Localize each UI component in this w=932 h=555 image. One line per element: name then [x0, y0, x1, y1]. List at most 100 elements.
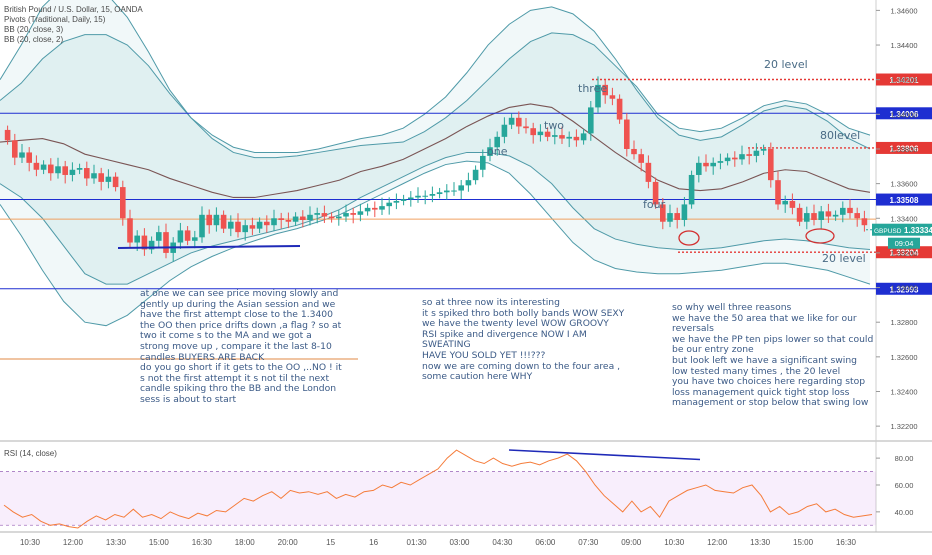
- candle-body-110: [796, 207, 803, 222]
- bb2-upper-line: [0, 32, 871, 159]
- candle-body-85: [616, 98, 623, 120]
- indicator-bb2: BB (20, close, 2): [4, 35, 64, 44]
- candle-body-22: [163, 232, 169, 253]
- price-tick-label-5: 1.33600: [890, 180, 917, 189]
- candle-body-5: [40, 164, 47, 170]
- candle-body-46: [336, 216, 342, 219]
- candle-body-88: [638, 154, 644, 163]
- level-tag-label-3: 1.33508: [890, 196, 919, 205]
- candle-body-35: [256, 221, 263, 229]
- note-line: low tested many times , the 20 level: [672, 365, 841, 377]
- candle-body-9: [69, 169, 76, 175]
- support-segment: [117, 245, 301, 249]
- candle-body-29: [213, 214, 220, 226]
- level-tag-label-0: 1.34201: [890, 76, 919, 85]
- level-tag-2: [876, 141, 932, 154]
- rsi-line: [3, 449, 873, 529]
- candle-body-87: [631, 148, 637, 155]
- candle-body-71: [516, 117, 522, 127]
- level-tag-label-1: 1.34006: [890, 110, 919, 119]
- rsi-divergence-line: [508, 449, 701, 461]
- price-tick-label-0: 1.34600: [890, 6, 917, 15]
- countdown-label: 09:04: [895, 239, 914, 248]
- candle-body-55: [400, 199, 407, 201]
- annotation-20-level-top: 20 level: [764, 58, 808, 71]
- note-line: we have the twenty level WOW GROOVY: [422, 318, 609, 330]
- candle-body-74: [537, 131, 544, 136]
- note-line: you have two choices here regarding stop: [672, 376, 866, 388]
- rsi-tick-label-1: 60.00: [895, 481, 914, 490]
- note-line: candles BUYERS ARE BACK: [140, 351, 265, 363]
- countdown-tag: [888, 237, 920, 249]
- time-tick-label-10: 03:00: [449, 538, 470, 547]
- candle-body-92: [667, 213, 673, 222]
- note-line: so why well three reasons: [672, 302, 792, 313]
- candle-body-119: [861, 218, 868, 226]
- candle-body-37: [271, 218, 277, 226]
- chart-title: British Pound / U.S. Dollar, 15, OANDA: [4, 5, 143, 14]
- price-tick-label-10: 1.32600: [890, 353, 917, 362]
- note-line: reversals: [672, 323, 714, 335]
- level-tag-label-2: 1.33806: [890, 144, 919, 153]
- candle-body-10: [76, 168, 83, 170]
- rsi-tick-label-0: 80.00: [895, 454, 914, 463]
- candle-body-106: [768, 148, 774, 181]
- candle-body-97: [703, 162, 709, 167]
- bb-basis-line: [0, 103, 871, 199]
- bb3-upper-line: [0, 0, 871, 153]
- time-tick-label-5: 18:00: [235, 538, 256, 547]
- candle-body-56: [408, 197, 414, 200]
- candle-body-24: [177, 230, 184, 243]
- candle-body-113: [818, 211, 824, 220]
- candle-body-41: [300, 216, 306, 220]
- candle-body-32: [235, 221, 241, 233]
- note-line: so at three now its interesting: [422, 297, 560, 308]
- note-line: SWEATING: [422, 339, 471, 351]
- candle-body-26: [192, 237, 198, 241]
- note-block-three: so why well three reasons we have the 50 …: [672, 302, 873, 409]
- candle-body-117: [847, 207, 853, 214]
- note-line: HAVE YOU SOLD YET !!!???: [422, 349, 546, 361]
- note-line: candle spiking thro the BB and the Londo…: [140, 383, 337, 395]
- candle-body-15: [112, 176, 119, 188]
- candle-body-12: [91, 173, 97, 179]
- level-tag-5: [876, 282, 932, 295]
- candle-body-111: [804, 213, 810, 222]
- candle-body-67: [487, 147, 493, 156]
- candle-body-61: [444, 190, 450, 193]
- time-tick-label-16: 12:00: [707, 538, 728, 547]
- candle-body-77: [559, 135, 565, 139]
- candle-body-91: [660, 204, 666, 222]
- price-tick-label-7: 1.33200: [890, 249, 917, 258]
- annotation-20-level-bottom: 20 level: [822, 252, 866, 265]
- candle-body-79: [573, 136, 580, 141]
- level-tag-label-4: 1.33204: [890, 249, 919, 258]
- indicator-bb3: BB (20, close, 3): [4, 25, 64, 34]
- candle-body-116: [840, 207, 846, 215]
- candle-body-0: [4, 129, 11, 141]
- time-tick-label-17: 13:30: [750, 538, 771, 547]
- price-tick-label-12: 1.32200: [890, 422, 917, 431]
- note-line: do you go short if it gets to the OO ,..…: [140, 362, 342, 374]
- candle-body-86: [624, 119, 630, 149]
- note-line: now we are coming down to the four area …: [422, 360, 621, 372]
- note-line: sess is about to start: [140, 393, 237, 405]
- note-line: at one we can see price moving slowly an…: [140, 288, 339, 299]
- time-tick-label-18: 15:00: [793, 538, 814, 547]
- rsi-label: RSI (14, close): [4, 449, 57, 458]
- candle-body-78: [566, 136, 572, 139]
- time-tick-label-7: 15: [326, 538, 335, 547]
- candle-body-57: [415, 195, 421, 198]
- candle-body-108: [782, 200, 788, 205]
- candle-body-84: [609, 95, 616, 99]
- time-tick-label-8: 16: [369, 538, 378, 547]
- time-tick-label-6: 20:00: [278, 538, 299, 547]
- current-price-tag: [872, 223, 932, 236]
- candle-body-43: [314, 213, 320, 215]
- candle-body-16: [120, 187, 126, 219]
- time-tick-label-15: 10:30: [664, 538, 685, 547]
- annotation-80-level: 80level: [820, 129, 860, 142]
- candle-body-102: [739, 154, 745, 160]
- current-price-label: 1.33334: [904, 226, 932, 235]
